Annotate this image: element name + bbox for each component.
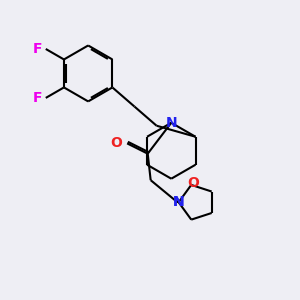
Text: N: N <box>166 116 177 130</box>
Text: O: O <box>110 136 122 150</box>
Text: F: F <box>33 91 42 105</box>
Text: N: N <box>173 195 184 209</box>
Text: O: O <box>187 176 199 190</box>
Text: F: F <box>33 42 42 56</box>
Text: N: N <box>173 195 184 209</box>
